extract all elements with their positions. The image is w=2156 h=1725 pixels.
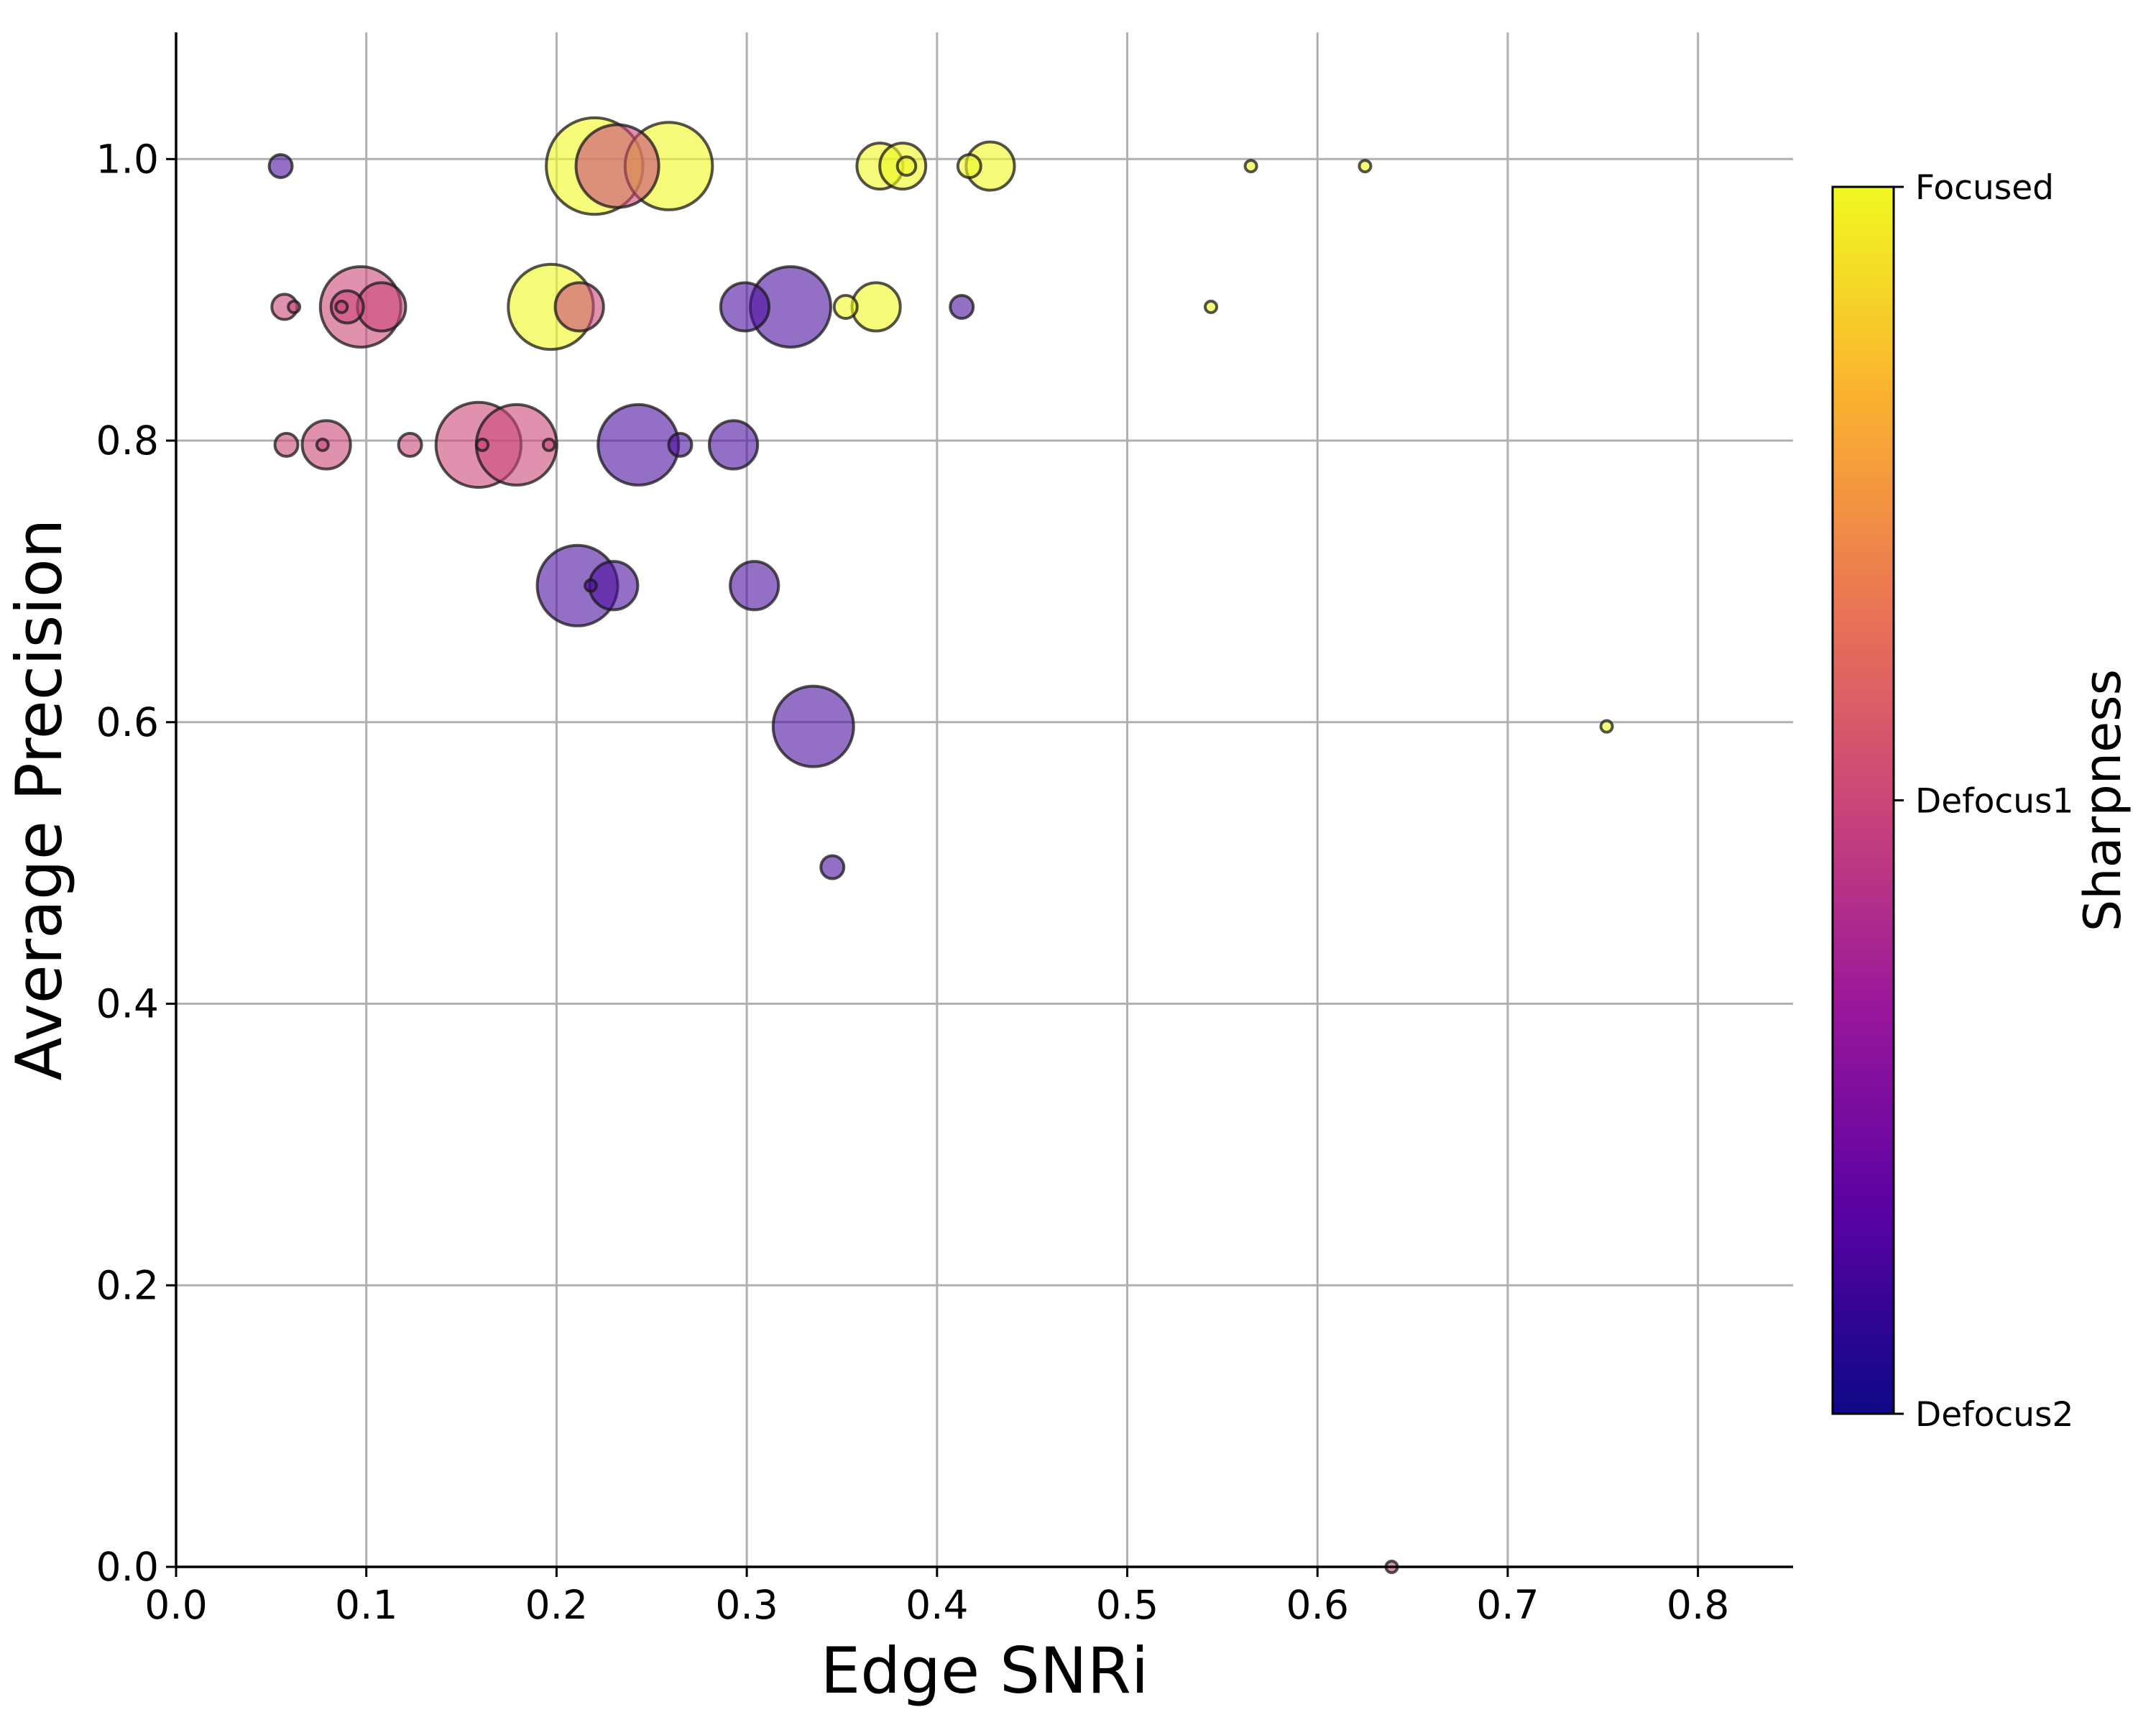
y-tick-label: 0.8 (96, 418, 159, 464)
x-tick-label: 0.6 (1286, 1582, 1349, 1628)
bubble-defocus1 (287, 299, 302, 314)
bubble-defocus1 (553, 281, 605, 333)
bubble-focused (1243, 159, 1258, 174)
x-tick-label: 0.4 (906, 1582, 968, 1628)
colorbar-gradient (1831, 185, 1895, 1415)
x-tick-label: 0.3 (715, 1582, 778, 1628)
bubble-defocus2 (707, 419, 760, 471)
colorbar-ticks: Defocus2 Defocus1 Focused (1894, 168, 2073, 1435)
bubble-defocus2 (667, 431, 694, 458)
bubble-defocus1 (273, 431, 300, 458)
bubble-defocus2 (584, 578, 599, 593)
bubble-focused (850, 281, 902, 333)
bubble-focused (1599, 719, 1614, 734)
bubble-defocus2 (771, 684, 855, 768)
bubble-focused (1204, 299, 1218, 314)
x-tick-label: 0.8 (1667, 1582, 1729, 1628)
x-tick-label: 0.0 (144, 1582, 207, 1628)
y-axis-ticks: 0.0 0.2 0.4 0.6 0.8 1.0 (96, 136, 176, 1590)
bubble-defocus2 (729, 560, 780, 612)
colorbar: Defocus2 Defocus1 Focused Sharpness (1831, 168, 2132, 1435)
bubble-defocus2 (819, 854, 846, 880)
x-tick-label: 0.2 (525, 1582, 588, 1628)
x-tick-label: 0.7 (1476, 1582, 1539, 1628)
bubble-defocus2 (949, 293, 975, 320)
x-axis-ticks: 0.0 0.1 0.2 0.3 0.4 0.5 0.6 0.7 0.8 (144, 1567, 1729, 1628)
bubble-defocus2 (596, 402, 681, 487)
y-tick-label: 0.6 (96, 699, 159, 745)
bubble-defocus1 (475, 437, 490, 452)
colorbar-tick-label: Defocus2 (1915, 1395, 2073, 1435)
bubble-defocus1 (315, 437, 330, 452)
bubble-focused (832, 293, 859, 320)
bubble-defocus2 (719, 281, 771, 333)
bubble-focused (1358, 159, 1373, 174)
y-tick-label: 1.0 (96, 136, 159, 182)
colorbar-title: Sharpness (2073, 669, 2132, 932)
x-tick-label: 0.5 (1096, 1582, 1158, 1628)
x-tick-label: 0.1 (335, 1582, 397, 1628)
y-tick-label: 0.2 (96, 1262, 159, 1308)
bubble-defocus1 (397, 431, 423, 458)
y-tick-label: 0.4 (96, 981, 159, 1027)
colorbar-tick-label: Defocus1 (1915, 782, 2073, 822)
x-axis-title: Edge SNRi (821, 1634, 1149, 1708)
bubble-defocus2 (267, 153, 294, 180)
bubble-defocus1 (541, 437, 556, 452)
grid (175, 32, 1793, 1568)
y-tick-label: 0.0 (96, 1544, 159, 1590)
colorbar-tick-label: Focused (1915, 168, 2054, 208)
y-axis-title: Average Precision (2, 519, 76, 1081)
bubble-focused (895, 155, 918, 177)
bubble-defocus1 (334, 299, 349, 314)
bubble-layer (267, 116, 1614, 1574)
bubble-defocus1 (574, 123, 660, 209)
bubble-focused (956, 153, 982, 180)
